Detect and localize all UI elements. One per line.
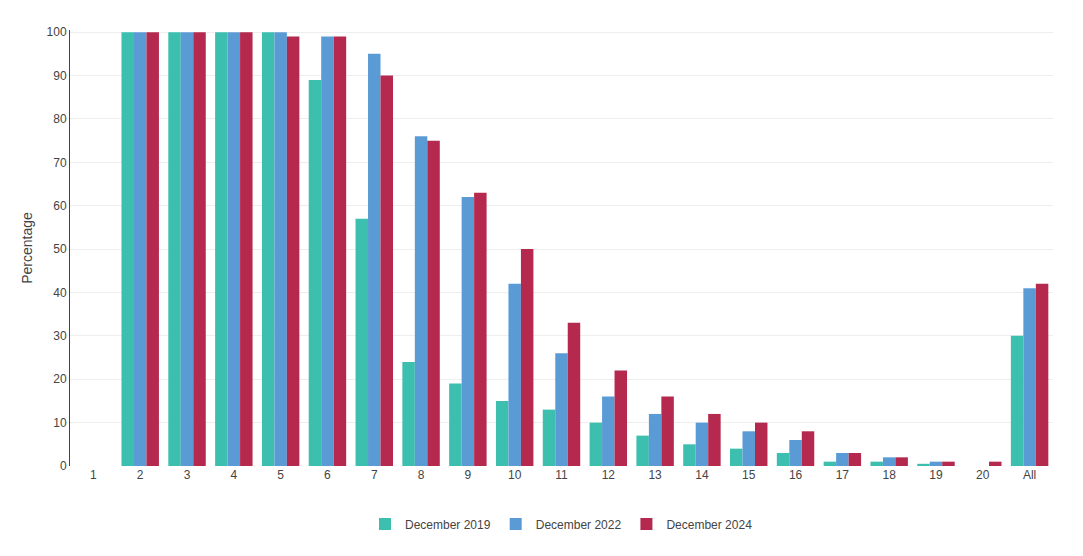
svg-text:9: 9: [465, 468, 472, 482]
svg-text:December 2024: December 2024: [666, 518, 752, 532]
svg-text:1: 1: [90, 468, 97, 482]
svg-text:90: 90: [53, 69, 67, 83]
svg-text:Percentage: Percentage: [19, 212, 35, 284]
svg-text:10: 10: [508, 468, 522, 482]
svg-text:15: 15: [742, 468, 756, 482]
svg-text:40: 40: [53, 286, 67, 300]
svg-text:6: 6: [324, 468, 331, 482]
svg-text:100: 100: [47, 25, 67, 39]
svg-text:13: 13: [648, 468, 662, 482]
svg-text:30: 30: [53, 329, 67, 343]
svg-text:December 2022: December 2022: [536, 518, 622, 532]
svg-text:5: 5: [277, 468, 284, 482]
svg-text:17: 17: [836, 468, 850, 482]
svg-text:0: 0: [60, 459, 67, 473]
svg-text:50: 50: [53, 242, 67, 256]
svg-text:80: 80: [53, 112, 67, 126]
svg-text:60: 60: [53, 199, 67, 213]
svg-text:10: 10: [53, 416, 67, 430]
svg-text:14: 14: [695, 468, 709, 482]
svg-text:8: 8: [418, 468, 425, 482]
svg-text:3: 3: [184, 468, 191, 482]
svg-text:20: 20: [976, 468, 990, 482]
svg-text:19: 19: [929, 468, 943, 482]
svg-text:11: 11: [555, 468, 568, 482]
svg-text:7: 7: [371, 468, 378, 482]
svg-text:All: All: [1023, 468, 1036, 482]
svg-text:70: 70: [53, 156, 67, 170]
svg-text:16: 16: [789, 468, 803, 482]
svg-text:December 2019: December 2019: [405, 518, 491, 532]
svg-text:4: 4: [230, 468, 237, 482]
svg-text:12: 12: [602, 468, 616, 482]
svg-text:2: 2: [137, 468, 144, 482]
svg-text:20: 20: [53, 372, 67, 386]
svg-text:18: 18: [882, 468, 896, 482]
